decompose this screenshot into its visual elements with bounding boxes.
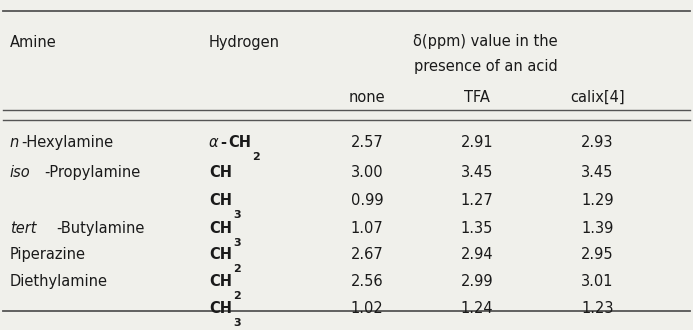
Text: Hydrogen: Hydrogen	[209, 35, 280, 50]
Text: iso: iso	[10, 165, 30, 180]
Text: 3.01: 3.01	[581, 274, 614, 289]
Text: 2: 2	[234, 291, 241, 301]
Text: 2.91: 2.91	[461, 135, 493, 150]
Text: δ(ppm) value in the: δ(ppm) value in the	[414, 34, 558, 49]
Text: 2.93: 2.93	[581, 135, 614, 150]
Text: calix[4]: calix[4]	[570, 90, 624, 105]
Text: 2: 2	[252, 152, 260, 162]
Text: tert: tert	[10, 221, 36, 236]
Text: 3: 3	[234, 318, 241, 328]
Text: CH: CH	[209, 221, 232, 236]
Text: 2.94: 2.94	[461, 247, 493, 262]
Text: CH: CH	[209, 301, 232, 316]
Text: -Propylamine: -Propylamine	[45, 165, 141, 180]
Text: 3: 3	[234, 238, 241, 248]
Text: 1.29: 1.29	[581, 193, 614, 208]
Text: -Hexylamine: -Hexylamine	[21, 135, 114, 150]
Text: CH: CH	[209, 274, 232, 289]
Text: Amine: Amine	[10, 35, 56, 50]
Text: CH: CH	[228, 135, 252, 150]
Text: 2.95: 2.95	[581, 247, 614, 262]
Text: 3: 3	[234, 210, 241, 220]
Text: 2.99: 2.99	[461, 274, 493, 289]
Text: 2.67: 2.67	[351, 247, 383, 262]
Text: 3.00: 3.00	[351, 165, 383, 180]
Text: -Butylamine: -Butylamine	[56, 221, 145, 236]
Text: 3.45: 3.45	[581, 165, 613, 180]
Text: Piperazine: Piperazine	[10, 247, 86, 262]
Text: 1.02: 1.02	[351, 301, 383, 316]
Text: none: none	[349, 90, 385, 105]
Text: Diethylamine: Diethylamine	[10, 274, 107, 289]
Text: n: n	[10, 135, 19, 150]
Text: 2.56: 2.56	[351, 274, 383, 289]
Text: 1.39: 1.39	[581, 221, 613, 236]
Text: CH: CH	[209, 165, 232, 180]
Text: 1.27: 1.27	[461, 193, 493, 208]
Text: 2: 2	[234, 264, 241, 274]
Text: 1.24: 1.24	[461, 301, 493, 316]
Text: 1.23: 1.23	[581, 301, 614, 316]
Text: 2.57: 2.57	[351, 135, 383, 150]
Text: TFA: TFA	[464, 90, 490, 105]
Text: -: -	[220, 135, 227, 150]
Text: 1.07: 1.07	[351, 221, 383, 236]
Text: α: α	[209, 135, 218, 150]
Text: presence of an acid: presence of an acid	[414, 59, 558, 74]
Text: 3.45: 3.45	[461, 165, 493, 180]
Text: 1.35: 1.35	[461, 221, 493, 236]
Text: CH: CH	[209, 247, 232, 262]
Text: CH: CH	[209, 193, 232, 208]
Text: 0.99: 0.99	[351, 193, 383, 208]
